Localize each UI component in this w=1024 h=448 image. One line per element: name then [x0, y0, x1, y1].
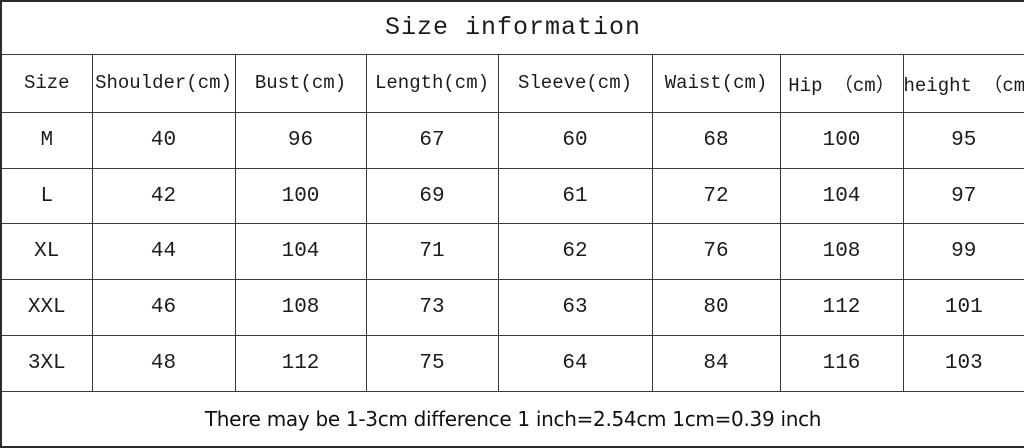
table-row-m: M 40 96 67 60 68 100 95 [0, 111, 1024, 169]
column-header-waist: Waist(cm) [651, 53, 781, 113]
table-header-row: Size Shoulder(cm) Bust(cm) Length(cm) Sl… [0, 53, 1024, 113]
value-cell: 71 [365, 223, 499, 281]
value-cell: 62 [497, 223, 653, 281]
value-cell: 64 [497, 335, 653, 393]
value-cell: 95 [902, 111, 1024, 169]
size-cell: XXL [0, 279, 93, 337]
value-cell: 112 [779, 279, 904, 337]
value-cell: 42 [91, 167, 236, 225]
value-cell: 76 [651, 223, 781, 281]
value-cell: 60 [497, 111, 653, 169]
size-cell: XL [0, 223, 93, 281]
value-cell: 68 [651, 111, 781, 169]
size-cell: L [0, 167, 93, 225]
column-header-shoulder: Shoulder(cm) [91, 53, 236, 113]
column-header-size: Size [0, 53, 93, 113]
table-row-l: L 42 100 69 61 72 104 97 [0, 167, 1024, 225]
table-row-3xl: 3XL 48 112 75 64 84 116 103 [0, 335, 1024, 393]
value-cell: 99 [902, 223, 1024, 281]
title-row: Size information [0, 0, 1024, 55]
table-row-xxl: XXL 46 108 73 63 80 112 101 [0, 279, 1024, 337]
value-cell: 67 [365, 111, 499, 169]
value-cell: 100 [234, 167, 367, 225]
value-cell: 73 [365, 279, 499, 337]
value-cell: 75 [365, 335, 499, 393]
value-cell: 103 [902, 335, 1024, 393]
value-cell: 112 [234, 335, 367, 393]
column-header-sleeve: Sleeve(cm) [497, 53, 653, 113]
footer-note: There may be 1-3cm difference 1 inch=2.5… [0, 391, 1024, 448]
value-cell: 108 [234, 279, 367, 337]
value-cell: 101 [902, 279, 1024, 337]
value-cell: 72 [651, 167, 781, 225]
value-cell: 44 [91, 223, 236, 281]
value-cell: 40 [91, 111, 236, 169]
size-cell: 3XL [0, 335, 93, 393]
value-cell: 108 [779, 223, 904, 281]
value-cell: 104 [234, 223, 367, 281]
value-cell: 46 [91, 279, 236, 337]
value-cell: 84 [651, 335, 781, 393]
page-title: Size information [0, 0, 1024, 55]
value-cell: 116 [779, 335, 904, 393]
table-row-xl: XL 44 104 71 62 76 108 99 [0, 223, 1024, 281]
value-cell: 104 [779, 167, 904, 225]
value-cell: 48 [91, 335, 236, 393]
column-header-bust: Bust(cm) [234, 53, 367, 113]
footer-row: There may be 1-3cm difference 1 inch=2.5… [0, 391, 1024, 448]
value-cell: 80 [651, 279, 781, 337]
value-cell: 63 [497, 279, 653, 337]
column-header-height: height （cm） [902, 53, 1024, 113]
value-cell: 69 [365, 167, 499, 225]
column-header-hip: Hip （cm） [779, 53, 904, 113]
value-cell: 61 [497, 167, 653, 225]
value-cell: 100 [779, 111, 904, 169]
size-cell: M [0, 111, 93, 169]
column-header-length: Length(cm) [365, 53, 499, 113]
value-cell: 96 [234, 111, 367, 169]
value-cell: 97 [902, 167, 1024, 225]
